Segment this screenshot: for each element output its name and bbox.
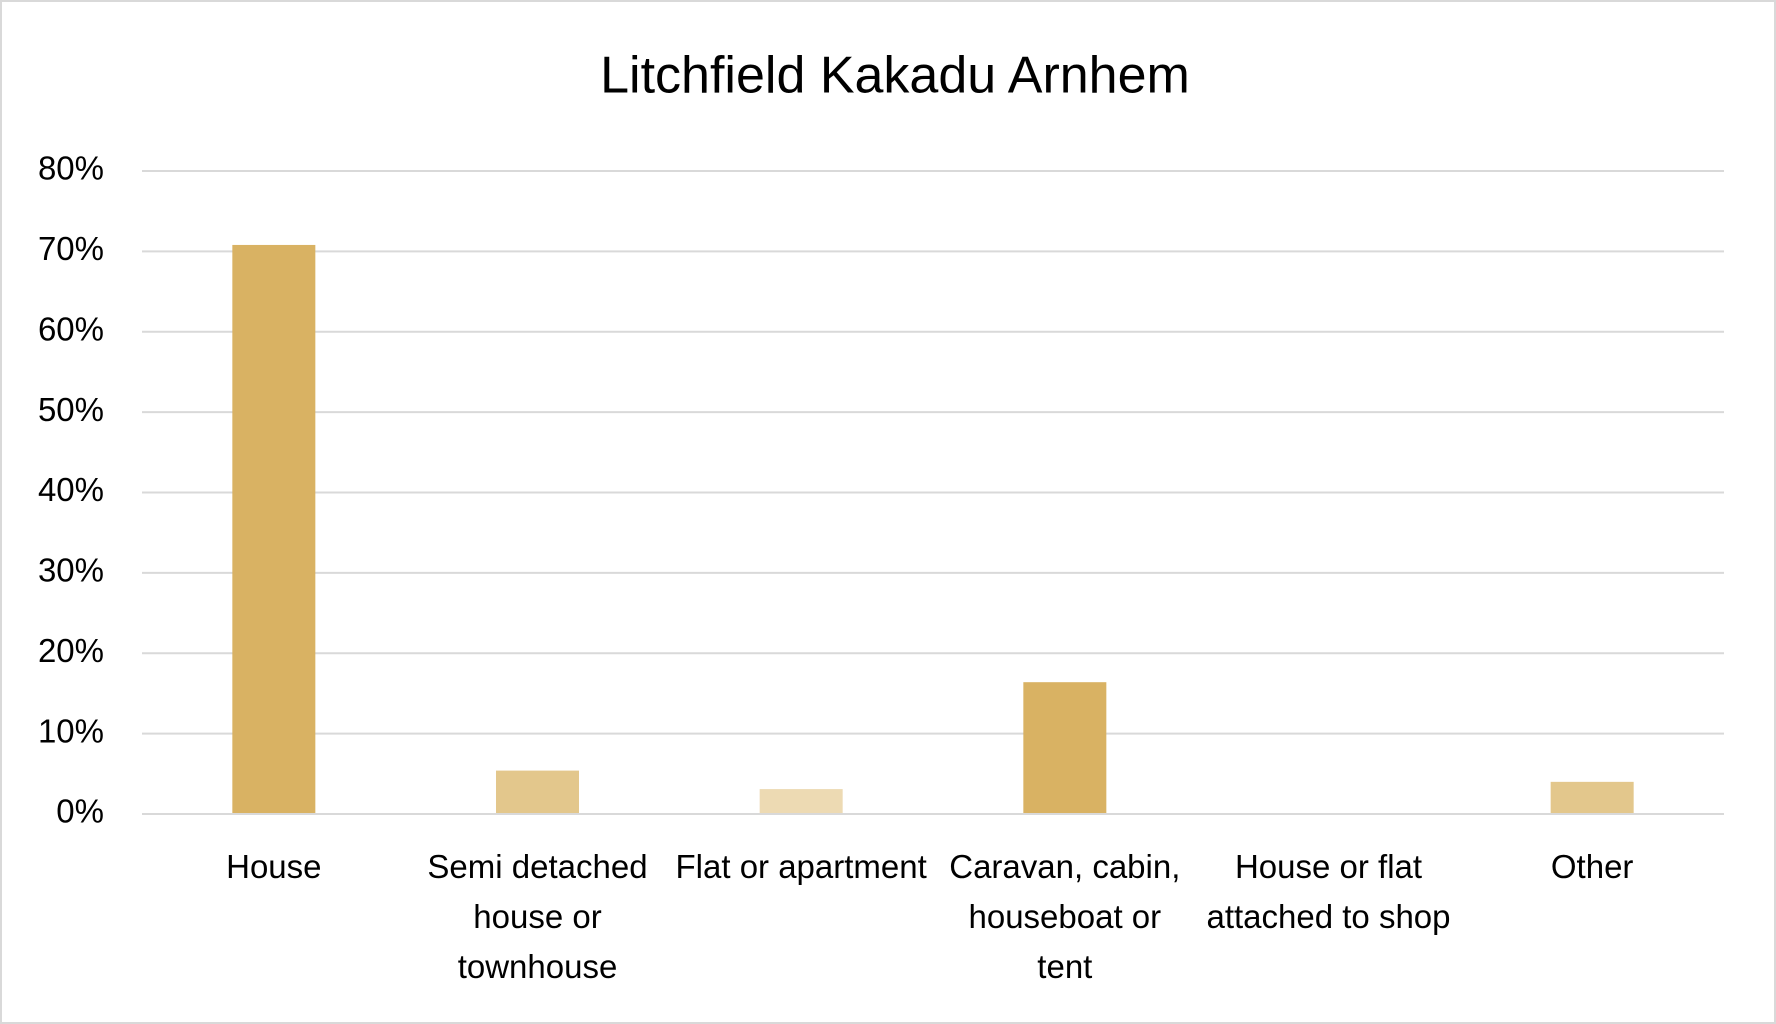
y-tick-label: 40% bbox=[38, 471, 104, 508]
bar bbox=[1023, 682, 1107, 814]
bar bbox=[496, 770, 579, 814]
y-tick-label: 60% bbox=[38, 310, 104, 347]
x-tick-label: Semi detached house or townhouse bbox=[427, 848, 647, 985]
y-tick-label: 10% bbox=[38, 712, 104, 749]
x-tick-label: Flat or apartment bbox=[676, 848, 927, 885]
y-tick-label: 50% bbox=[38, 391, 104, 428]
x-tick-label: House bbox=[226, 848, 321, 885]
x-tick-label: Other bbox=[1551, 848, 1634, 885]
bar bbox=[232, 244, 316, 814]
y-tick-label: 80% bbox=[38, 150, 104, 187]
y-tick-label: 70% bbox=[38, 230, 104, 267]
y-tick-label: 20% bbox=[38, 632, 104, 669]
x-tick-label: Caravan, cabin, houseboat or tent bbox=[949, 848, 1180, 985]
bar bbox=[1550, 781, 1634, 814]
y-tick-label: 30% bbox=[38, 552, 104, 589]
y-tick-label: 0% bbox=[56, 793, 104, 830]
bar bbox=[759, 789, 843, 814]
x-tick-label: House or flat attached to shop bbox=[1206, 848, 1450, 935]
chart-title: Litchfield Kakadu Arnhem bbox=[600, 47, 1190, 105]
